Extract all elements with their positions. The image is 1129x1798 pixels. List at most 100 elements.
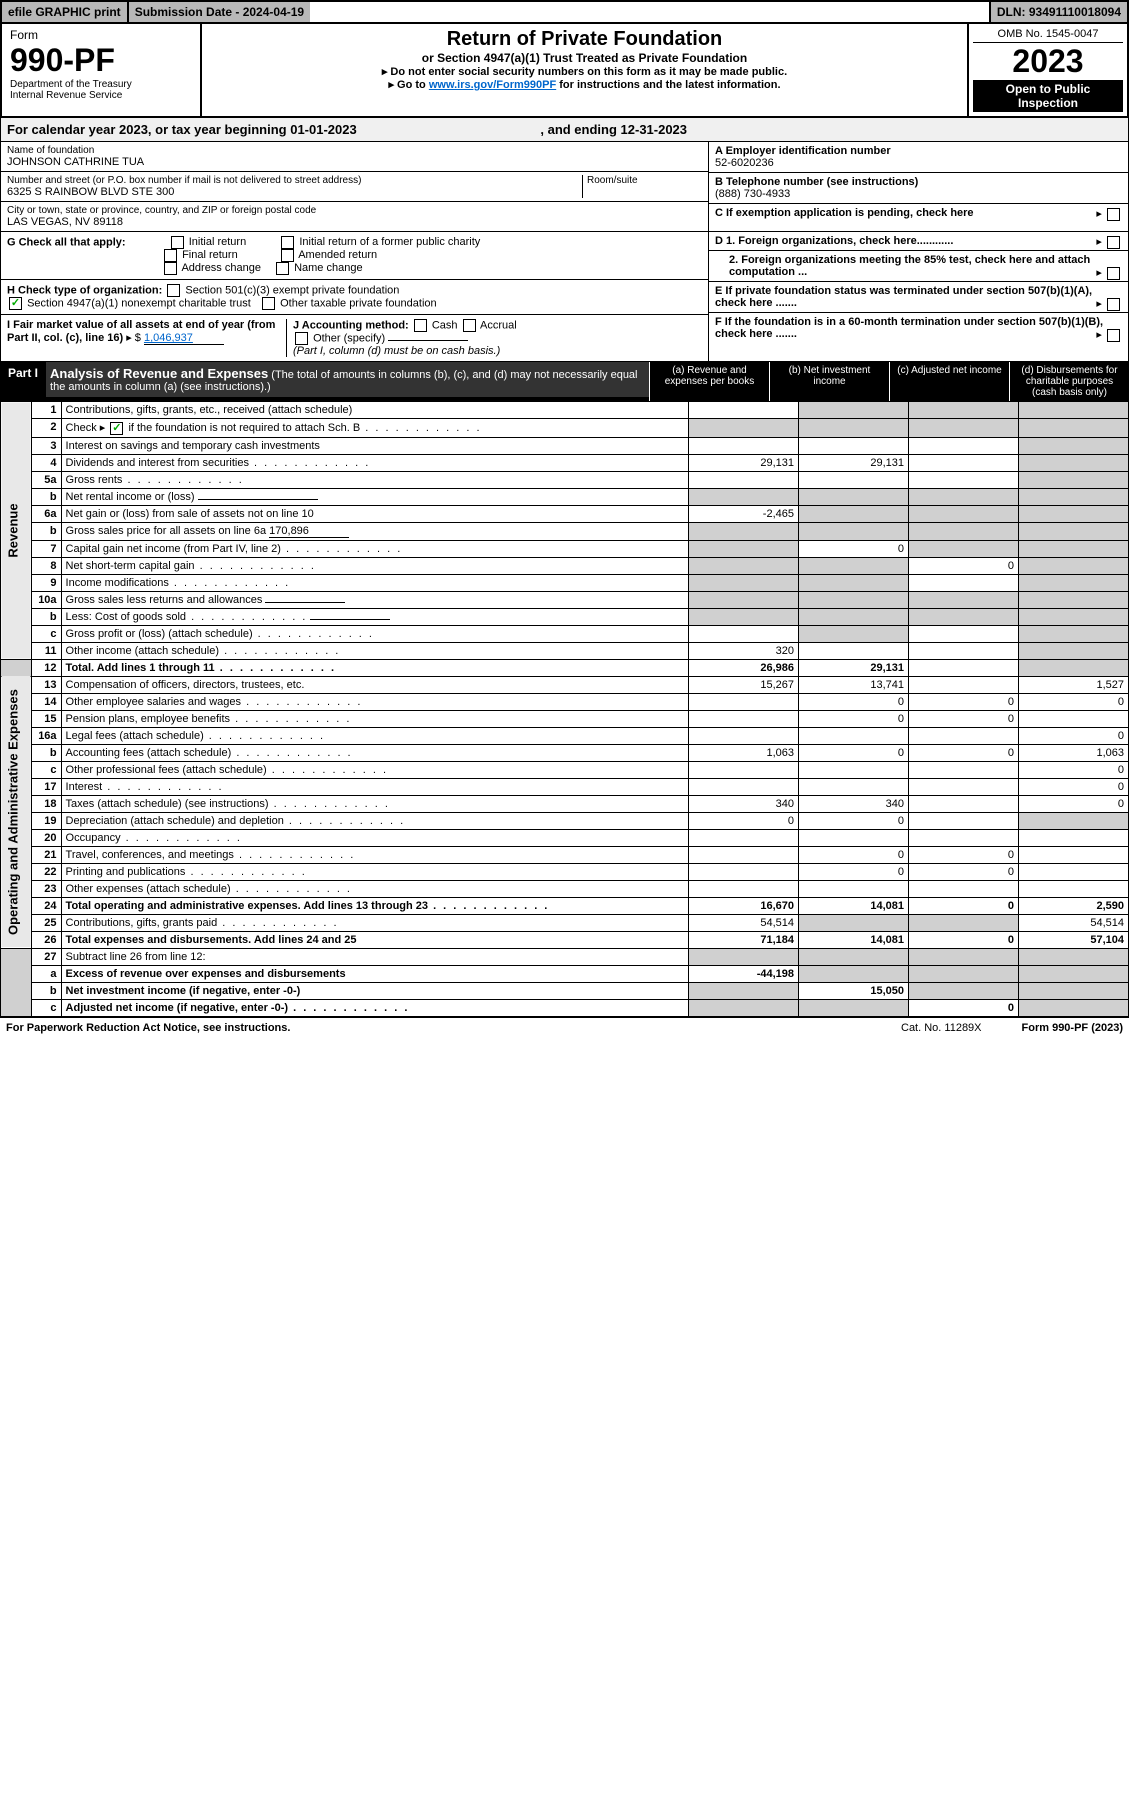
phone-value: (888) 730-4933 (715, 188, 790, 200)
foundation-info: Name of foundation JOHNSON CATHRINE TUA … (0, 142, 1129, 232)
foundation-address: 6325 S RAINBOW BLVD STE 300 (7, 186, 582, 198)
table-row: 16aLegal fees (attach schedule)0 (1, 727, 1129, 744)
section-h-label: H Check type of organization: (7, 284, 162, 296)
col-d-hdr: (d) Disbursements for charitable purpose… (1009, 362, 1129, 401)
col-a-hdr: (a) Revenue and expenses per books (649, 362, 769, 401)
chk-amended[interactable] (281, 249, 294, 262)
top-bar: efile GRAPHIC print Submission Date - 20… (0, 0, 1129, 24)
omb-number: OMB No. 1545-0047 (973, 28, 1123, 43)
d1-label: D 1. Foreign organizations, check here..… (715, 235, 953, 247)
submission-date: Submission Date - 2024-04-19 (127, 2, 310, 22)
col-c-hdr: (c) Adjusted net income (889, 362, 1009, 401)
table-row: 14Other employee salaries and wages000 (1, 693, 1129, 710)
chk-d2[interactable] (1107, 267, 1120, 280)
form-link[interactable]: www.irs.gov/Form990PF (429, 79, 556, 91)
check-sections: G Check all that apply: Initial return I… (0, 232, 1129, 362)
chk-501c3[interactable] (167, 284, 180, 297)
table-row: 3Interest on savings and temporary cash … (1, 437, 1129, 454)
chk-other-method[interactable] (295, 332, 308, 345)
form-label: Form (10, 28, 192, 42)
table-row: 24Total operating and administrative exp… (1, 897, 1129, 914)
chk-initial[interactable] (171, 236, 184, 249)
table-row: 5aGross rents (1, 471, 1129, 488)
chk-name[interactable] (276, 262, 289, 275)
chk-f[interactable] (1107, 329, 1120, 342)
table-row: cOther professional fees (attach schedul… (1, 761, 1129, 778)
open-public: Open to Public Inspection (973, 80, 1123, 112)
table-row: 4Dividends and interest from securities2… (1, 454, 1129, 471)
fmv-value[interactable]: 1,046,937 (144, 332, 224, 345)
table-row: 22Printing and publications00 (1, 863, 1129, 880)
table-row: 12Total. Add lines 1 through 1126,98629,… (1, 659, 1129, 676)
part1-table: Revenue 1Contributions, gifts, grants, e… (0, 401, 1129, 1017)
checkbox-c[interactable] (1107, 208, 1120, 221)
form-number: 990-PF (10, 42, 192, 79)
table-row: Operating and Administrative Expenses 13… (1, 676, 1129, 693)
efile-label[interactable]: efile GRAPHIC print (2, 2, 127, 22)
table-row: 11Other income (attach schedule)320 (1, 642, 1129, 659)
table-row: 15Pension plans, employee benefits00 (1, 710, 1129, 727)
col-b-hdr: (b) Net investment income (769, 362, 889, 401)
e-label: E If private foundation status was termi… (715, 285, 1092, 309)
phone-label: B Telephone number (see instructions) (715, 176, 918, 188)
table-row: cAdjusted net income (if negative, enter… (1, 999, 1129, 1016)
chk-cash[interactable] (414, 319, 427, 332)
table-row: 25Contributions, gifts, grants paid54,51… (1, 914, 1129, 931)
chk-4947[interactable] (9, 297, 22, 310)
ein-value: 52-6020236 (715, 157, 774, 169)
table-row: 2Check ▸ if the foundation is not requir… (1, 419, 1129, 438)
pra-notice: For Paperwork Reduction Act Notice, see … (6, 1022, 290, 1034)
part1-title: Analysis of Revenue and Expenses (50, 366, 268, 381)
table-row: bAccounting fees (attach schedule)1,0630… (1, 744, 1129, 761)
chk-accrual[interactable] (463, 319, 476, 332)
dln: DLN: 93491110018094 (989, 2, 1127, 22)
form-ref: Form 990-PF (2023) (1022, 1022, 1123, 1034)
table-row: 20Occupancy (1, 829, 1129, 846)
table-row: 26Total expenses and disbursements. Add … (1, 931, 1129, 948)
irs-label: Internal Revenue Service (10, 90, 192, 101)
table-row: 6aNet gain or (loss) from sale of assets… (1, 505, 1129, 522)
table-row: 23Other expenses (attach schedule) (1, 880, 1129, 897)
chk-initial-former[interactable] (281, 236, 294, 249)
tax-year: 2023 (973, 43, 1123, 80)
room-label: Room/suite (587, 175, 702, 186)
part1-header: Part I Analysis of Revenue and Expenses … (0, 362, 1129, 401)
city-label: City or town, state or province, country… (7, 205, 702, 216)
page-footer: For Paperwork Reduction Act Notice, see … (0, 1017, 1129, 1038)
table-row: bLess: Cost of goods sold (1, 608, 1129, 625)
cat-number: Cat. No. 11289X (901, 1022, 982, 1034)
chk-other-tax[interactable] (262, 297, 275, 310)
table-row: 18Taxes (attach schedule) (see instructi… (1, 795, 1129, 812)
name-label: Name of foundation (7, 145, 702, 156)
table-row: bNet investment income (if negative, ent… (1, 982, 1129, 999)
table-row: Revenue 1Contributions, gifts, grants, e… (1, 402, 1129, 419)
table-row: cGross profit or (loss) (attach schedule… (1, 625, 1129, 642)
part1-label: Part I (0, 362, 46, 384)
addr-label: Number and street (or P.O. box number if… (7, 175, 582, 186)
opex-side-label: Operating and Administrative Expenses (1, 676, 32, 948)
section-i-label: I Fair market value of all assets at end… (7, 319, 275, 344)
foundation-city: LAS VEGAS, NV 89118 (7, 216, 702, 228)
section-j-note: (Part I, column (d) must be on cash basi… (293, 345, 500, 357)
table-row: 10aGross sales less returns and allowanc… (1, 591, 1129, 608)
table-row: 8Net short-term capital gain0 (1, 557, 1129, 574)
section-g-label: G Check all that apply: (7, 236, 126, 248)
table-row: aExcess of revenue over expenses and dis… (1, 965, 1129, 982)
calendar-year-row: For calendar year 2023, or tax year begi… (0, 118, 1129, 142)
dept-label: Department of the Treasury (10, 79, 192, 90)
revenue-side-label: Revenue (1, 402, 32, 660)
form-title: Return of Private Foundation (206, 28, 963, 51)
table-row: 21Travel, conferences, and meetings00 (1, 846, 1129, 863)
table-row: 19Depreciation (attach schedule) and dep… (1, 812, 1129, 829)
form-header: Form 990-PF Department of the Treasury I… (0, 24, 1129, 118)
chk-d1[interactable] (1107, 236, 1120, 249)
form-subtitle: or Section 4947(a)(1) Trust Treated as P… (206, 51, 963, 65)
table-row: bNet rental income or (loss) (1, 488, 1129, 505)
section-j-label: J Accounting method: (293, 319, 409, 331)
instr-2: ▸ Go to www.irs.gov/Form990PF for instru… (206, 78, 963, 91)
chk-final[interactable] (164, 249, 177, 262)
chk-address[interactable] (164, 262, 177, 275)
chk-e[interactable] (1107, 298, 1120, 311)
table-row: 7Capital gain net income (from Part IV, … (1, 540, 1129, 557)
chk-schb[interactable] (110, 422, 123, 435)
